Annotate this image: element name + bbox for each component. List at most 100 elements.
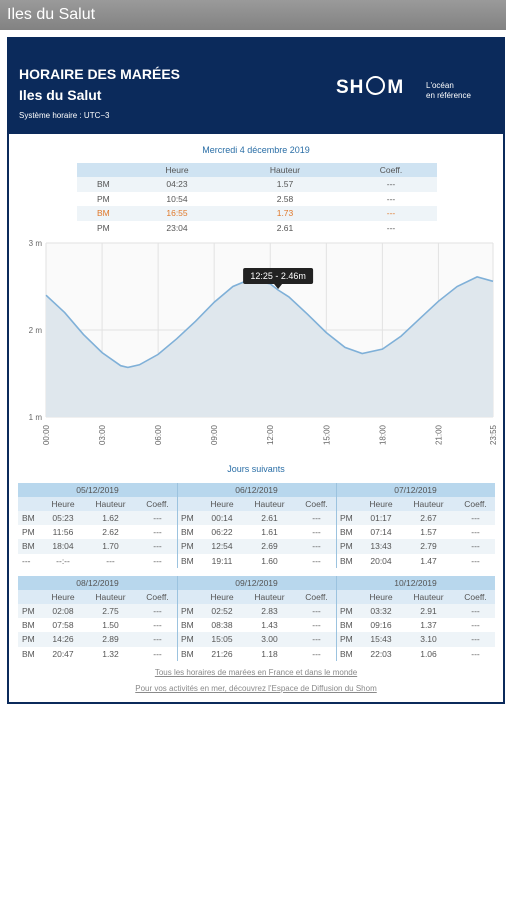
table-cell: 20:04: [370, 555, 392, 566]
table-cell: 1.73: [276, 208, 294, 218]
table-cell: 19:11: [211, 555, 233, 566]
table-row: [177, 511, 336, 526]
table-row: [177, 539, 336, 554]
app-bar: [0, 0, 506, 30]
table-cell: 2.83: [261, 606, 278, 616]
table-cell: ---: [386, 208, 396, 218]
table-cell: 16:55: [166, 208, 188, 218]
x-tick-label: 23:55: [489, 424, 498, 445]
table-cell: PM: [22, 527, 35, 538]
table-cell: 1.06: [420, 648, 437, 659]
column-header: Hauteur: [254, 499, 285, 509]
table-cell: ---: [471, 634, 480, 645]
day-date: 05/12/2019: [76, 485, 119, 495]
y-tick-label: 2 m: [29, 326, 43, 335]
column-header: Coeff.: [146, 592, 169, 602]
table-row: [336, 604, 495, 619]
table-cell: ---: [153, 606, 162, 616]
column-header: Heure: [51, 499, 75, 509]
day-col-header: [336, 497, 495, 511]
table-row: [18, 539, 177, 554]
tooltip-pointer: [274, 283, 283, 289]
column-header: Heure: [369, 592, 393, 602]
table-cell: 1.57: [420, 527, 437, 538]
table-cell: BM: [181, 620, 194, 631]
table-cell: ---: [386, 179, 396, 189]
column-header: Heure: [165, 165, 189, 175]
logo: SH M: [336, 76, 404, 99]
table-cell: 2.91: [420, 606, 437, 616]
logo-tagline: L'océan: [426, 81, 454, 90]
table-cell: 1.70: [102, 541, 119, 552]
day-col-header: [336, 590, 495, 604]
table-cell: ---: [153, 648, 162, 659]
table-cell: ---: [153, 620, 162, 631]
table-row: [18, 646, 177, 661]
x-tick-label: 03:00: [98, 424, 107, 445]
table-cell: ---: [153, 527, 162, 538]
table-row: [18, 553, 177, 568]
table-cell: ---: [471, 555, 480, 566]
table-row: [18, 525, 177, 540]
day-divider: [336, 576, 337, 661]
table-cell: BM: [97, 208, 110, 218]
table-cell: ---: [471, 620, 480, 631]
table-cell: BM: [181, 648, 194, 659]
table-cell: 1.47: [420, 555, 437, 566]
table-cell: 05:23: [52, 513, 74, 523]
table-cell: ---: [153, 634, 162, 645]
column-header: Coeff.: [305, 592, 328, 602]
table-row: [77, 177, 437, 192]
table-cell: ---: [312, 555, 321, 566]
table-cell: ---: [386, 193, 396, 204]
table-row: [177, 525, 336, 540]
table-cell: ---: [106, 555, 115, 566]
table-cell: ---: [471, 606, 480, 616]
table-cell: PM: [22, 634, 35, 645]
table-cell: ---: [471, 527, 480, 538]
table-cell: 22:03: [370, 648, 392, 659]
table-cell: 21:26: [211, 648, 233, 659]
column-header: Hauteur: [413, 499, 444, 509]
column-header: Coeff.: [464, 592, 487, 602]
table-cell: 1.37: [420, 620, 437, 631]
table-cell: PM: [97, 193, 110, 204]
tide-chart: 1 m 2 m 3 m 00:00 03:00 06:00 09:00 12:00 15:00 1…: [29, 239, 498, 445]
table-cell: ---: [312, 620, 321, 631]
day-date: 08/12/2019: [76, 578, 119, 588]
table-cell: ---: [471, 513, 480, 523]
table-cell: BM: [22, 513, 35, 523]
table-cell: 2.79: [420, 541, 437, 552]
logo-right: M: [387, 77, 405, 98]
table-row: [18, 632, 177, 647]
day-header: [18, 483, 177, 497]
table-cell: 11:56: [52, 527, 74, 538]
table-cell: 2.58: [276, 193, 294, 204]
table-cell: 1.18: [261, 648, 278, 659]
link[interactable]: Tous les horaires de marées en France et…: [154, 668, 358, 677]
column-header: Hauteur: [95, 499, 126, 509]
table-cell: ---: [386, 222, 396, 233]
table-cell: ---: [312, 527, 321, 538]
day-date: 10/12/2019: [394, 578, 437, 588]
y-tick-label: 3 m: [29, 239, 43, 248]
column-header: Heure: [210, 592, 234, 602]
table-cell: 08:38: [211, 620, 233, 631]
table-cell: 2.75: [102, 606, 119, 616]
tooltip-box: [243, 267, 314, 284]
table-cell: 2.89: [102, 634, 119, 645]
table-row: [177, 553, 336, 568]
table-cell: BM: [340, 527, 353, 538]
column-header: Coeff.: [464, 499, 487, 509]
day-header: [336, 483, 495, 497]
day-date: 09/12/2019: [235, 578, 278, 588]
table-cell: ---: [312, 513, 321, 523]
table-row: [18, 511, 177, 526]
table-cell: BM: [181, 555, 194, 566]
area-fill: [46, 276, 493, 417]
logo-left: SH: [336, 77, 365, 98]
table-cell: BM: [340, 648, 353, 659]
following-title: Jours suivants: [227, 464, 285, 474]
table-cell: PM: [22, 606, 35, 616]
link[interactable]: Pour vos activités en mer, découvrez l'E…: [135, 684, 377, 693]
